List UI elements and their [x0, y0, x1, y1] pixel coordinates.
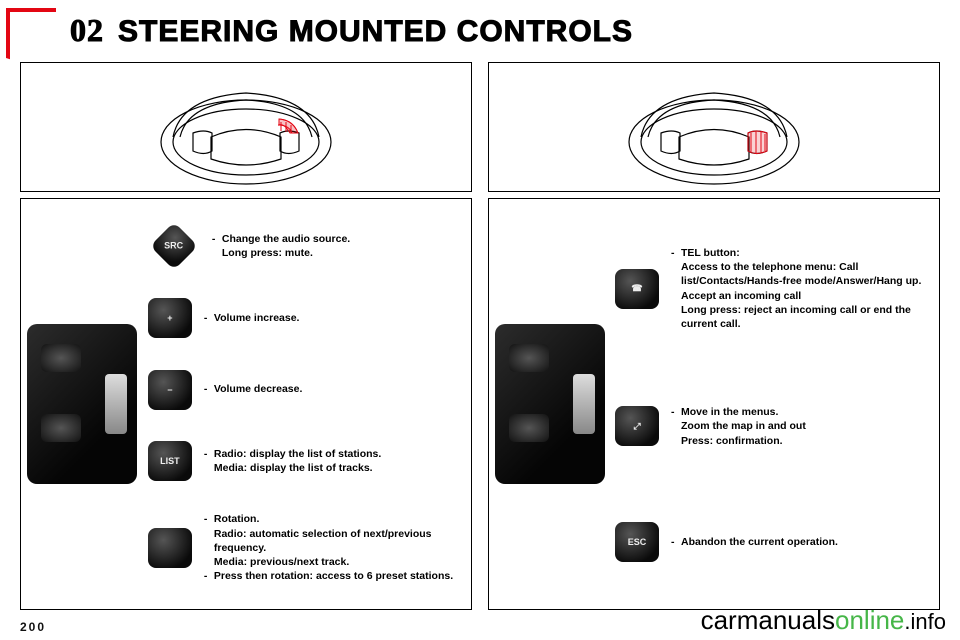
watermark-part1: carmanuals — [701, 605, 835, 635]
control-item: ☎ -TEL button:Access to the telephone men… — [615, 246, 929, 331]
control-thumb-icon: ☎ — [615, 269, 659, 309]
manual-page: 02 STEERING MOUNTED CONTROLS — [0, 0, 960, 640]
control-item: + -Volume increase. — [148, 298, 461, 338]
control-cluster-image — [27, 324, 137, 484]
control-description: -Change the audio source.Long press: mut… — [212, 232, 461, 260]
control-item: -Rotation.Radio: automatic selection of … — [148, 512, 461, 583]
watermark: carmanualsonline.info — [701, 605, 946, 636]
left-items-list: SRC -Change the audio source.Long press: … — [138, 205, 465, 603]
control-description: -Move in the menus.Zoom the map in and o… — [671, 405, 929, 448]
control-description: -TEL button:Access to the telephone menu… — [671, 246, 929, 331]
left-control-photo — [27, 324, 138, 484]
content-columns: SRC -Change the audio source.Long press: … — [20, 62, 940, 610]
steering-wheel-panel-right — [488, 62, 940, 192]
control-thumb-icon — [148, 528, 192, 568]
control-thumb-icon: − — [148, 370, 192, 410]
corner-accent — [0, 8, 60, 68]
control-item: −-Volume decrease. — [148, 370, 461, 410]
control-item: LIST -Radio: display the list of stations… — [148, 441, 461, 481]
control-thumb-icon: + — [148, 298, 192, 338]
steering-wheel-illustration-left — [146, 67, 346, 187]
control-thumb-icon: ⤢ — [615, 406, 659, 446]
chapter-number: 02 — [70, 12, 104, 49]
control-thumb-icon: LIST — [148, 441, 192, 481]
control-description: -Radio: display the list of stations.Med… — [204, 447, 461, 475]
left-body-panel: SRC -Change the audio source.Long press: … — [20, 198, 472, 610]
right-control-photo — [495, 324, 605, 484]
control-item: SRC -Change the audio source.Long press: … — [148, 225, 461, 267]
watermark-part2: online — [835, 605, 904, 635]
right-items-list: ☎ -TEL button:Access to the telephone men… — [605, 205, 933, 603]
left-column: SRC -Change the audio source.Long press: … — [20, 62, 472, 610]
control-item: ⤢ -Move in the menus.Zoom the map in and … — [615, 405, 929, 448]
control-cluster-image — [495, 324, 605, 484]
control-description: -Volume increase. — [204, 311, 461, 325]
control-thumb-icon: SRC — [150, 222, 198, 270]
control-description: -Volume decrease. — [204, 382, 461, 396]
page-number: 200 — [20, 620, 46, 634]
right-column: ☎ -TEL button:Access to the telephone men… — [488, 62, 940, 610]
control-thumb-icon: ESC — [615, 522, 659, 562]
steering-wheel-illustration-right — [614, 67, 814, 187]
watermark-suffix: .info — [904, 609, 946, 634]
steering-wheel-panel-left — [20, 62, 472, 192]
page-title: STEERING MOUNTED CONTROLS — [118, 15, 633, 49]
right-body-panel: ☎ -TEL button:Access to the telephone men… — [488, 198, 940, 610]
page-header: 02 STEERING MOUNTED CONTROLS — [70, 12, 633, 49]
control-description: -Abandon the current operation. — [671, 535, 929, 549]
control-item: ESC -Abandon the current operation. — [615, 522, 929, 562]
control-description: -Rotation.Radio: automatic selection of … — [204, 512, 461, 583]
